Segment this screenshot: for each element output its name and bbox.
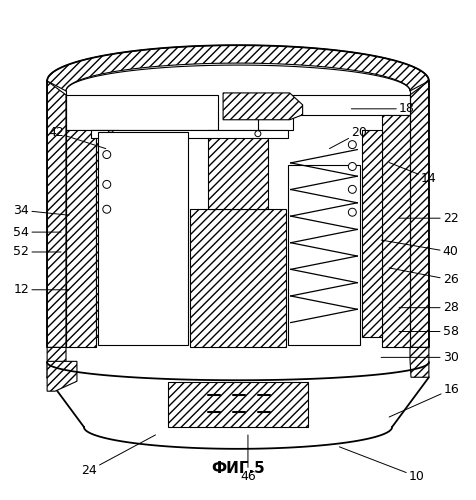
Text: 20: 20	[329, 126, 367, 148]
Text: 58: 58	[398, 325, 458, 338]
Polygon shape	[409, 348, 428, 378]
Text: 12: 12	[13, 284, 69, 296]
Polygon shape	[47, 362, 77, 391]
Circle shape	[54, 364, 64, 374]
Bar	[190, 209, 285, 348]
Polygon shape	[47, 81, 66, 347]
Text: 26: 26	[388, 268, 457, 286]
Text: 34: 34	[13, 204, 69, 216]
Bar	[66, 130, 96, 348]
Circle shape	[347, 140, 356, 148]
Polygon shape	[47, 348, 66, 378]
Bar	[168, 382, 307, 427]
Circle shape	[347, 162, 356, 170]
Text: 24: 24	[81, 435, 155, 477]
Polygon shape	[223, 93, 302, 120]
Circle shape	[103, 206, 110, 213]
Bar	[208, 130, 267, 209]
Text: 40: 40	[380, 240, 458, 258]
Text: 28: 28	[398, 301, 458, 314]
Text: 46: 46	[239, 435, 255, 483]
Circle shape	[103, 180, 110, 188]
Bar	[361, 130, 381, 338]
Text: 18: 18	[351, 102, 414, 116]
Text: 16: 16	[388, 382, 459, 417]
Circle shape	[108, 130, 113, 136]
Polygon shape	[47, 45, 428, 91]
Text: 42: 42	[48, 126, 106, 148]
Polygon shape	[66, 95, 218, 130]
Text: 54: 54	[13, 226, 61, 238]
Circle shape	[103, 150, 110, 158]
Text: 22: 22	[398, 212, 457, 224]
Text: 14: 14	[388, 162, 436, 185]
Polygon shape	[258, 95, 409, 130]
Polygon shape	[90, 130, 287, 138]
Text: 30: 30	[380, 351, 458, 364]
Circle shape	[347, 208, 356, 216]
Bar	[381, 115, 409, 348]
Polygon shape	[98, 132, 188, 346]
Polygon shape	[287, 164, 359, 346]
Bar	[96, 130, 118, 338]
Circle shape	[347, 186, 356, 194]
Text: ФИГ.5: ФИГ.5	[211, 461, 264, 476]
Circle shape	[254, 130, 260, 136]
Polygon shape	[409, 81, 428, 347]
Text: 52: 52	[13, 246, 61, 258]
Text: 10: 10	[339, 447, 424, 483]
